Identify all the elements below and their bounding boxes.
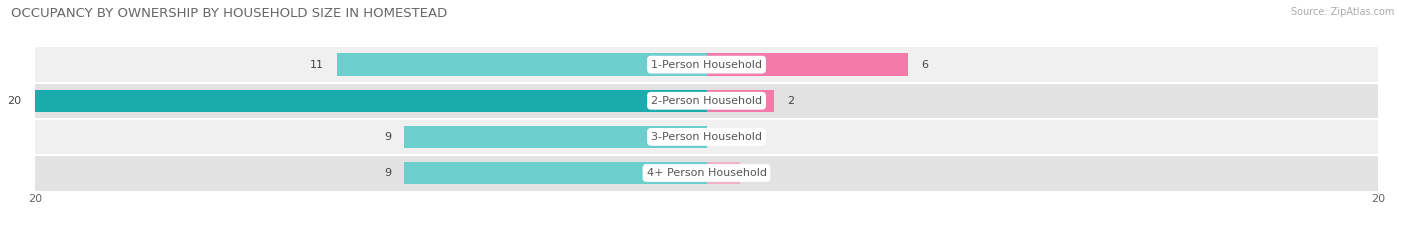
Bar	[35, 83, 1378, 119]
Bar	[35, 89, 706, 112]
Bar	[706, 89, 773, 112]
Bar	[35, 47, 1378, 83]
Bar	[706, 162, 740, 184]
Text: 20: 20	[7, 96, 21, 106]
Text: 3-Person Household: 3-Person Household	[651, 132, 762, 142]
Bar	[405, 162, 706, 184]
Text: 1: 1	[754, 168, 761, 178]
Text: 2-Person Household: 2-Person Household	[651, 96, 762, 106]
Bar	[35, 155, 1378, 191]
Bar	[337, 53, 706, 76]
Bar	[35, 119, 1378, 155]
Text: Source: ZipAtlas.com: Source: ZipAtlas.com	[1291, 7, 1395, 17]
Bar	[405, 126, 706, 148]
Text: OCCUPANCY BY OWNERSHIP BY HOUSEHOLD SIZE IN HOMESTEAD: OCCUPANCY BY OWNERSHIP BY HOUSEHOLD SIZE…	[11, 7, 447, 20]
Text: 11: 11	[309, 60, 323, 70]
Bar	[706, 53, 908, 76]
Text: 9: 9	[384, 132, 391, 142]
Text: 0: 0	[720, 132, 727, 142]
Text: 1-Person Household: 1-Person Household	[651, 60, 762, 70]
Text: 2: 2	[787, 96, 794, 106]
Text: 6: 6	[921, 60, 928, 70]
Text: 4+ Person Household: 4+ Person Household	[647, 168, 766, 178]
Text: 9: 9	[384, 168, 391, 178]
